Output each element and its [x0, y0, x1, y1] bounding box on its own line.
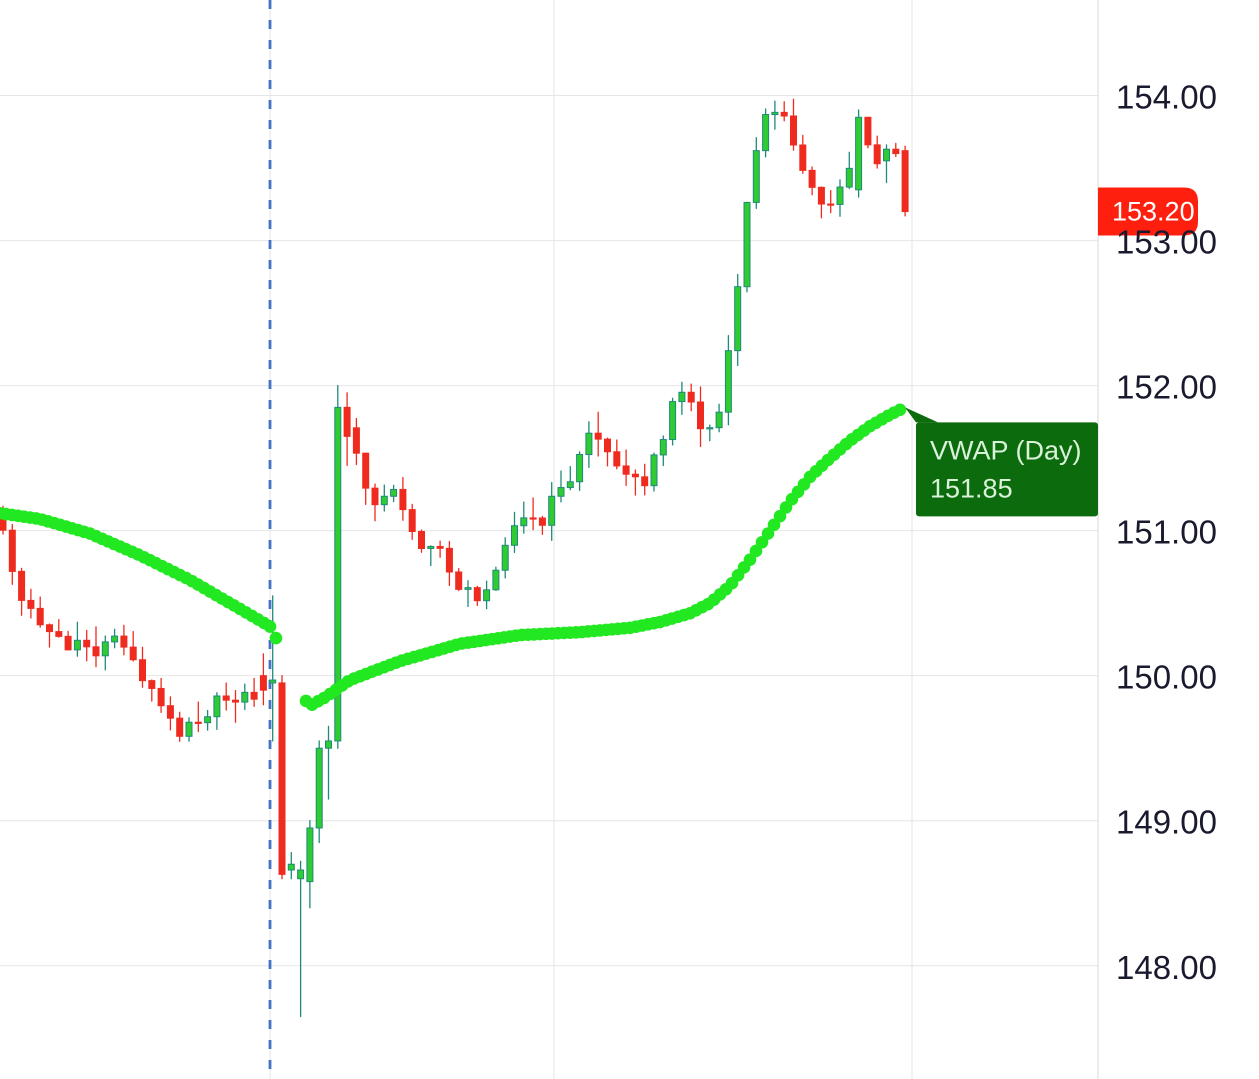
svg-text:153.00: 153.00 — [1116, 224, 1217, 261]
svg-text:VWAP (Day): VWAP (Day) — [930, 435, 1082, 465]
svg-text:154.00: 154.00 — [1116, 79, 1217, 116]
svg-text:153.20: 153.20 — [1112, 197, 1195, 227]
svg-text:151.85: 151.85 — [930, 473, 1013, 503]
svg-text:150.00: 150.00 — [1116, 659, 1217, 696]
svg-text:152.00: 152.00 — [1116, 369, 1217, 406]
svg-text:148.00: 148.00 — [1116, 949, 1217, 986]
svg-text:149.00: 149.00 — [1116, 804, 1217, 841]
svg-text:151.00: 151.00 — [1116, 514, 1217, 551]
